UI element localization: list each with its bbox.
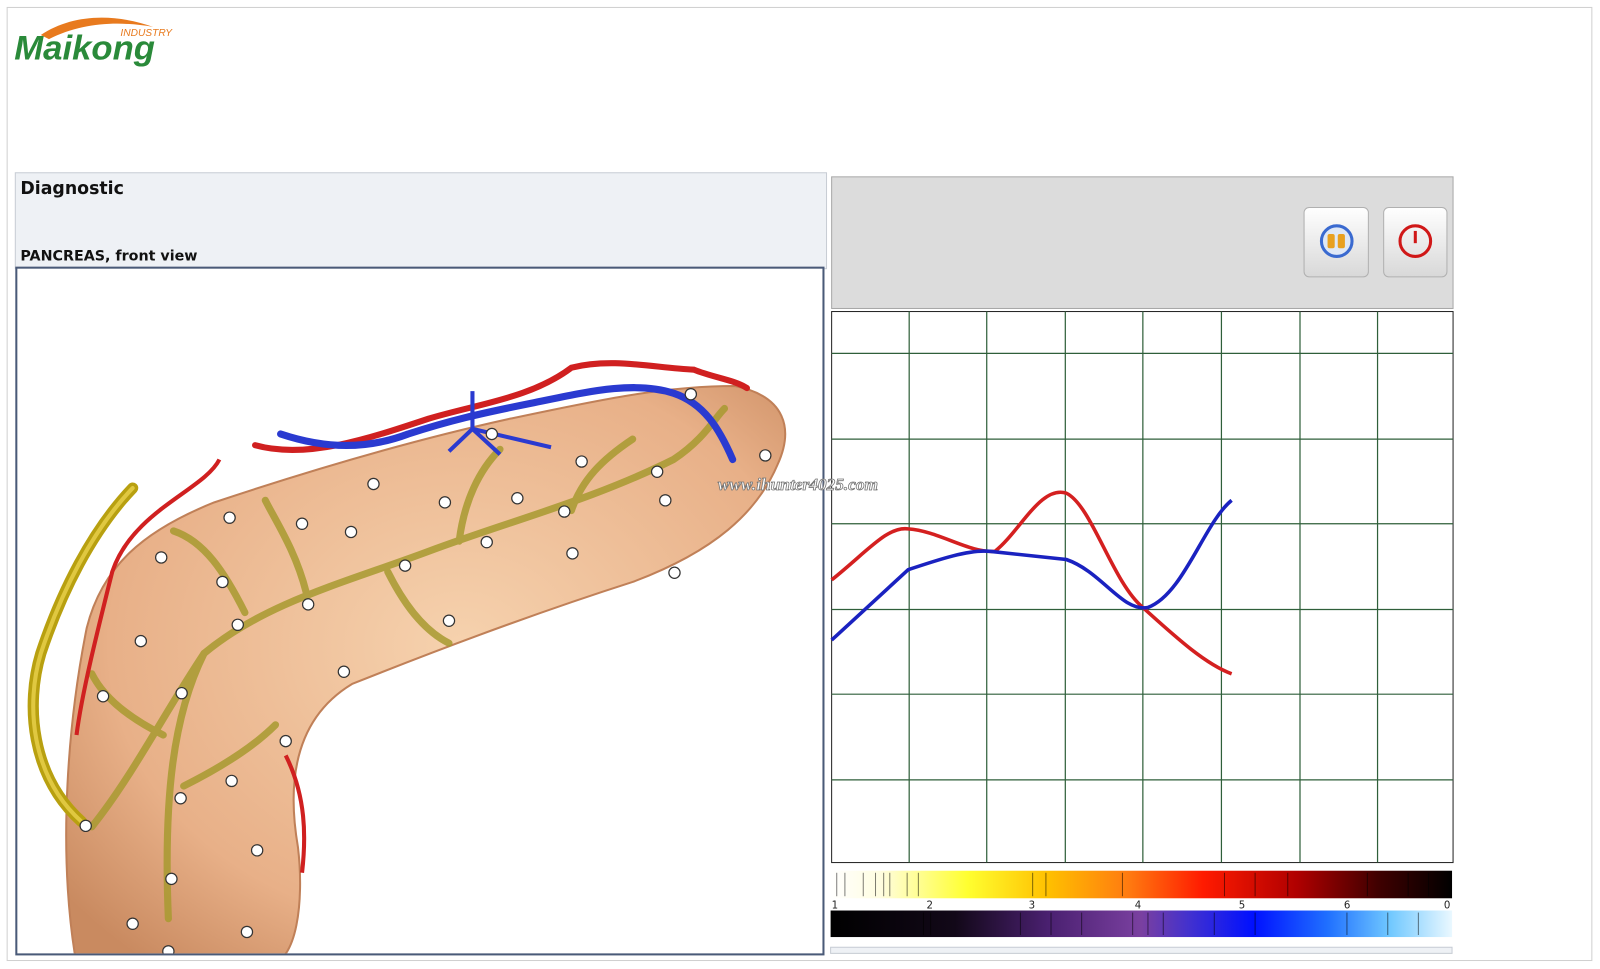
artery-left xyxy=(74,458,222,736)
measure-point xyxy=(566,547,579,560)
pancreas-illustration xyxy=(27,360,787,954)
measure-point xyxy=(759,449,772,462)
panel-subtitle: PANCREAS, front view xyxy=(20,249,197,265)
scale-label: 5 xyxy=(1239,900,1245,911)
measure-point xyxy=(442,614,456,627)
logo-swoosh xyxy=(40,17,154,40)
measure-point xyxy=(223,511,236,524)
measure-point xyxy=(165,872,178,886)
scale-label: 6 xyxy=(1344,900,1350,911)
power-button[interactable] xyxy=(1383,206,1448,278)
measure-point xyxy=(659,494,672,507)
measure-point xyxy=(79,819,92,833)
measure-point xyxy=(162,945,175,954)
measure-point xyxy=(279,734,292,748)
blue-curve xyxy=(830,498,1233,642)
play-button[interactable] xyxy=(1303,206,1369,278)
measure-point xyxy=(650,465,664,478)
color-scale-bottom xyxy=(830,910,1453,938)
color-scale-top xyxy=(830,870,1453,899)
measure-point xyxy=(511,492,524,505)
measure-point xyxy=(250,844,264,857)
measure-point xyxy=(295,517,309,531)
measure-point xyxy=(344,525,358,539)
measure-point xyxy=(367,477,380,491)
measure-points xyxy=(79,387,772,954)
scale-label: 2 xyxy=(927,900,933,911)
measure-point xyxy=(668,566,681,579)
measure-point xyxy=(337,665,351,678)
panel-title: Diagnostic xyxy=(20,179,123,199)
measure-point xyxy=(225,774,238,788)
measure-point xyxy=(398,559,412,572)
measure-point xyxy=(231,618,244,632)
measure-point xyxy=(155,551,168,564)
red-curve xyxy=(830,490,1233,676)
measure-point xyxy=(575,455,588,468)
measure-point xyxy=(485,427,499,441)
watermark: www.ihunter4025.com xyxy=(718,475,878,494)
measure-point xyxy=(216,575,229,589)
measure-point xyxy=(175,686,188,700)
scale-label: 3 xyxy=(1029,900,1035,911)
measure-point xyxy=(96,690,110,703)
scale-label: 1 xyxy=(832,900,838,911)
scale-label: 0 xyxy=(1444,900,1450,911)
logo-tag: INDUSTRY xyxy=(120,28,173,39)
measure-point xyxy=(480,535,493,549)
scale-labels: 1 2 3 4 5 6 0 xyxy=(832,900,1451,911)
measure-point xyxy=(174,792,187,805)
measure-point xyxy=(126,917,139,931)
measure-point xyxy=(240,925,254,939)
measure-point xyxy=(438,496,452,509)
logo-text: Maikong xyxy=(14,30,155,68)
measure-point xyxy=(558,505,571,518)
vein xyxy=(277,384,737,464)
logo: Maikong INDUSTRY xyxy=(14,17,173,68)
measure-point xyxy=(684,387,698,401)
measure-point xyxy=(301,598,315,611)
scale-label: 4 xyxy=(1135,900,1141,911)
measure-point xyxy=(134,634,148,648)
